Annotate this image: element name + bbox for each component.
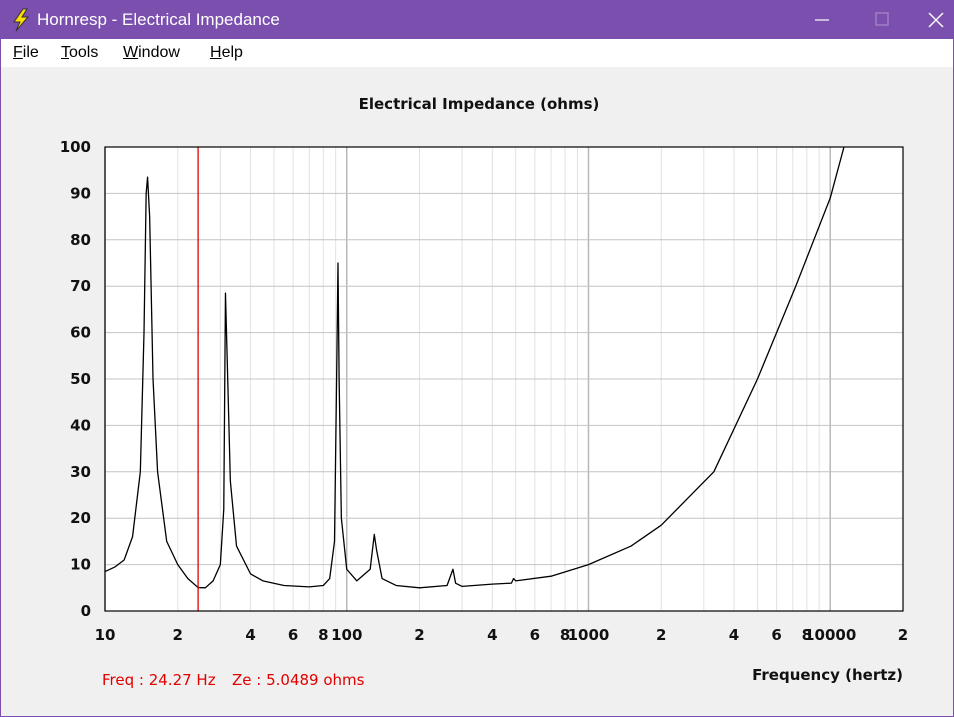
x-tick-label: 8 bbox=[318, 626, 328, 644]
x-tick-label: 8 bbox=[802, 626, 812, 644]
x-tick-label: 4 bbox=[245, 626, 255, 644]
y-tick-label: 60 bbox=[70, 324, 91, 342]
x-tick-label: 10000 bbox=[804, 626, 856, 644]
plot-border bbox=[104, 146, 904, 612]
window-controls bbox=[815, 12, 944, 28]
x-tick-label: 4 bbox=[729, 626, 739, 644]
x-tick-label: 8 bbox=[560, 626, 570, 644]
menu-item[interactable]: Window bbox=[123, 44, 180, 61]
x-tick-label: 6 bbox=[530, 626, 540, 644]
status-impedance: Ze : 5.0489 ohms bbox=[232, 671, 365, 689]
x-tick-label: 6 bbox=[771, 626, 781, 644]
x-tick-label: 100 bbox=[331, 626, 362, 644]
x-tick-label: 6 bbox=[288, 626, 298, 644]
chart-title: Electrical Impedance (ohms) bbox=[359, 95, 600, 113]
x-axis-label: Frequency (hertz) bbox=[752, 666, 903, 684]
y-tick-label: 20 bbox=[70, 509, 91, 527]
y-tick-label: 50 bbox=[70, 370, 91, 388]
menu-item[interactable]: File bbox=[13, 44, 39, 61]
x-tick-label: 4 bbox=[487, 626, 497, 644]
x-tick-label: 2 bbox=[173, 626, 183, 644]
title-bar: Hornresp - Electrical Impedance bbox=[1, 1, 953, 39]
x-tick-label: 2 bbox=[656, 626, 666, 644]
maximize-button[interactable] bbox=[875, 12, 889, 26]
y-tick-label: 10 bbox=[70, 556, 91, 574]
impedance-line bbox=[105, 147, 845, 589]
x-tick-label: 2 bbox=[414, 626, 424, 644]
close-button[interactable] bbox=[928, 12, 944, 28]
y-tick-label: 40 bbox=[70, 416, 91, 434]
y-tick-label: 90 bbox=[70, 184, 91, 202]
x-tick-label: 2 bbox=[898, 626, 908, 644]
y-tick-label: 100 bbox=[60, 138, 91, 156]
window-title: Hornresp - Electrical Impedance bbox=[37, 10, 280, 29]
menu-item[interactable]: Tools bbox=[61, 44, 99, 61]
y-tick-label: 80 bbox=[70, 231, 91, 249]
menu-bar: File Tools Window Help bbox=[1, 39, 953, 67]
status-freq: Freq : 24.27 Hz bbox=[102, 671, 216, 689]
app-icon bbox=[13, 8, 30, 32]
y-tick-label: 30 bbox=[70, 463, 91, 481]
x-tick-label: 10 bbox=[95, 626, 116, 644]
y-tick-label: 70 bbox=[70, 277, 91, 295]
y-tick-label: 0 bbox=[81, 602, 91, 620]
menu-item[interactable]: Help bbox=[210, 44, 243, 61]
x-tick-label: 1000 bbox=[568, 626, 610, 644]
chart: Electrical Impedance (ohms) Frequency (h… bbox=[60, 95, 909, 689]
